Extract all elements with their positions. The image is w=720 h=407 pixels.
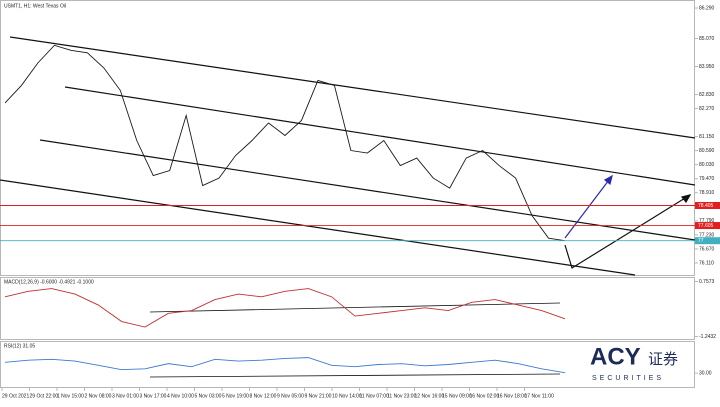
logo-cn: 证券 xyxy=(648,351,678,368)
series-line xyxy=(4,288,566,328)
y-tick-label: 78.910 xyxy=(699,190,715,196)
y-tick-label: 80.590 xyxy=(699,148,715,154)
macd-trendline xyxy=(149,302,561,313)
x-tick-label: 8 Nov 12:00 xyxy=(250,393,277,399)
x-tick-label: 16 Nov 02:00 xyxy=(470,393,500,399)
x-tick-label: 11 Nov 23:00 xyxy=(387,393,417,399)
rsi-panel xyxy=(0,341,695,388)
macd-panel xyxy=(0,277,695,340)
y-tick-label: 83.950 xyxy=(699,64,715,70)
macd-label: MACD(12,26,9) -0.6000 -0.4921 -0.1000 xyxy=(4,279,94,285)
channel-lines xyxy=(0,36,696,276)
x-tick-label: 5 Nov 19:00 xyxy=(222,393,249,399)
x-tick-label: 5 Nov 03:00 xyxy=(195,393,222,399)
x-tick-label: 10 Nov 14:00 xyxy=(332,393,362,399)
x-tick-label: 15 Nov 09:00 xyxy=(442,393,472,399)
x-tick-label: 4 Nov 10:00 xyxy=(167,393,194,399)
arrows xyxy=(564,174,692,269)
y-tick-label: 82.830 xyxy=(699,92,715,98)
x-tick-label: 9 Nov 05:00 xyxy=(277,393,304,399)
y-tick-label: 80.030 xyxy=(699,162,715,168)
arrow-head xyxy=(680,194,692,204)
symbol-title: USMT1, H1: West Texas Oil xyxy=(4,3,66,9)
y-tick-label: 85.070 xyxy=(699,36,715,42)
level-tag xyxy=(695,237,720,245)
level-label: 77 xyxy=(698,238,704,244)
channel-line xyxy=(9,36,696,139)
channel-line xyxy=(64,86,696,186)
channel-line xyxy=(0,179,636,276)
y-tick-label: 79.470 xyxy=(699,176,715,182)
x-tick-label: 9 Nov 21:00 xyxy=(305,393,332,399)
x-tick-label: 1 Nov 15:00 xyxy=(57,393,84,399)
channel-line xyxy=(39,139,696,241)
x-tick-label: 17 Nov 11:00 xyxy=(525,393,555,399)
x-tick-label: 16 Nov 18:00 xyxy=(497,393,527,399)
x-tick-label: 29 Oct 22:00 xyxy=(30,393,59,399)
rsi-label: RSI(12) 31.05 xyxy=(4,343,35,349)
rsi-trendline xyxy=(149,373,561,378)
level-label: 77.605 xyxy=(698,223,714,229)
x-tick-label: 11 Nov 07:00 xyxy=(360,393,390,399)
level-label: 78.405 xyxy=(698,203,714,209)
arrow-black xyxy=(564,194,691,269)
y-tick-label: 77.230 xyxy=(699,232,715,238)
x-tick-label: 3 Nov 01:00 xyxy=(112,393,139,399)
x-tick-label: 3 Nov 17:00 xyxy=(140,393,167,399)
y-tick-label: 81.150 xyxy=(699,134,715,140)
logo: ACY 证券 SECURITIES xyxy=(590,343,678,382)
arrow-up-blue xyxy=(564,175,613,239)
y-tick-label: -1.2432 xyxy=(699,334,716,340)
logo-brand: ACY xyxy=(590,343,641,370)
y-tick-label: 76.670 xyxy=(699,246,715,252)
series-line xyxy=(4,357,566,374)
x-tick-label: 2 Nov 08:00 xyxy=(85,393,112,399)
x-tick-label: 12 Nov 16:00 xyxy=(415,393,445,399)
level-tag xyxy=(695,201,720,209)
y-tick-label: 77.790 xyxy=(699,218,715,224)
series-line xyxy=(4,44,566,242)
y-tick-label: 0.7573 xyxy=(699,279,715,285)
level-tag xyxy=(695,222,720,230)
logo-sub: SECURITIES xyxy=(592,375,664,382)
y-tick-label: 82.270 xyxy=(699,106,715,112)
x-tick-label: 29 Oct 2021 xyxy=(2,393,29,399)
arrow-head xyxy=(603,174,613,186)
y-tick-label: 30.00 xyxy=(699,370,712,376)
y-tick-label: 86.290 xyxy=(699,5,715,11)
y-tick-label: 76.110 xyxy=(699,260,714,266)
